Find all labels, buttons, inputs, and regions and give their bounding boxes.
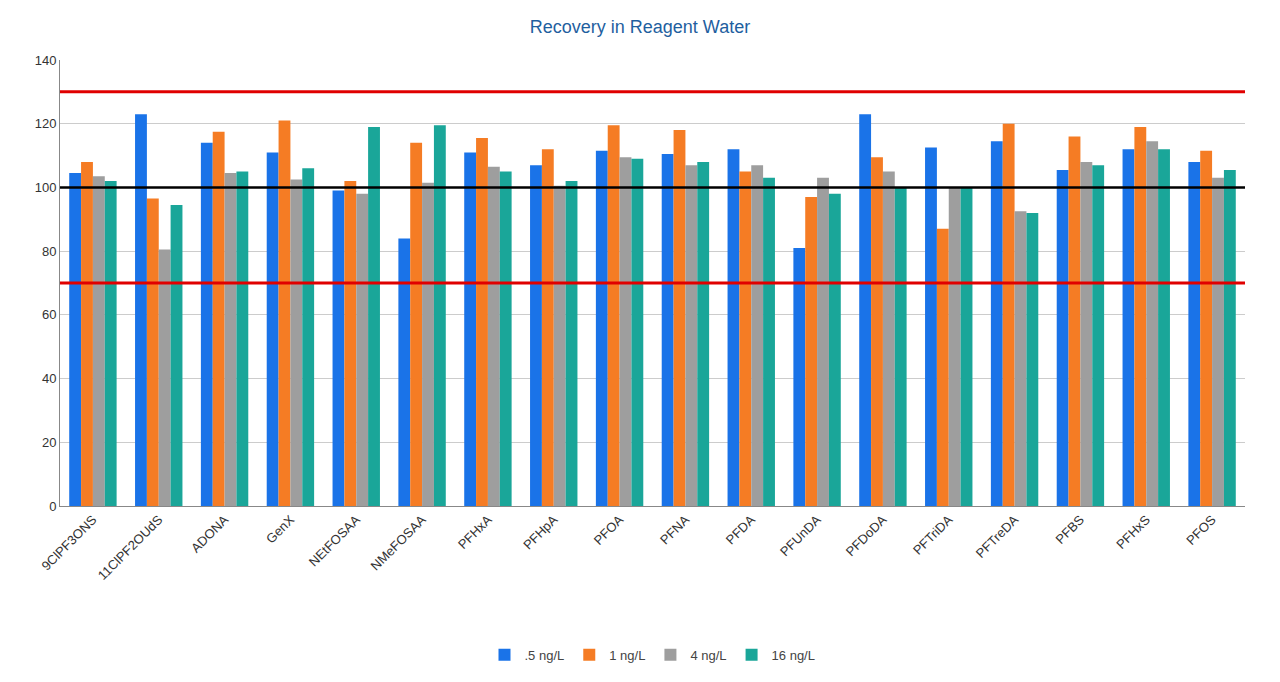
svg-text:GenX: GenX <box>263 512 297 546</box>
svg-text:ADONA: ADONA <box>188 512 232 556</box>
svg-text:NMeFOSAA: NMeFOSAA <box>368 512 429 573</box>
svg-text:PFHxA: PFHxA <box>455 512 495 552</box>
svg-text:Recovery in Reagent Water: Recovery in Reagent Water <box>530 17 750 37</box>
svg-text:100: 100 <box>35 180 57 195</box>
svg-text:0: 0 <box>49 499 56 514</box>
svg-text:1 ng/L: 1 ng/L <box>609 648 645 663</box>
svg-text:PFDA: PFDA <box>723 512 758 547</box>
svg-text:PFHpA: PFHpA <box>520 512 560 552</box>
svg-text:9ClPF3ONS: 9ClPF3ONS <box>38 512 99 573</box>
svg-text:PFOS: PFOS <box>1183 512 1219 548</box>
svg-text:PFTriDA: PFTriDA <box>910 512 956 558</box>
svg-text:11ClPF2OUdS: 11ClPF2OUdS <box>95 512 166 583</box>
svg-text:PFUnDA: PFUnDA <box>777 512 824 559</box>
svg-text:4 ng/L: 4 ng/L <box>690 648 726 663</box>
svg-text:PFNA: PFNA <box>657 512 692 547</box>
svg-text:140: 140 <box>35 53 57 68</box>
svg-text:20: 20 <box>42 435 56 450</box>
svg-text:PFTreDA: PFTreDA <box>973 512 1022 561</box>
svg-text:60: 60 <box>42 307 56 322</box>
svg-text:NEtFOSAA: NEtFOSAA <box>306 512 363 569</box>
svg-text:PFHxS: PFHxS <box>1113 512 1153 552</box>
svg-text:40: 40 <box>42 371 56 386</box>
svg-text:120: 120 <box>35 116 57 131</box>
svg-text:PFOA: PFOA <box>591 512 627 548</box>
svg-text:.5 ng/L: .5 ng/L <box>525 648 565 663</box>
svg-text:16 ng/L: 16 ng/L <box>772 648 815 663</box>
svg-text:PFDoDA: PFDoDA <box>843 512 890 559</box>
svg-text:80: 80 <box>42 244 56 259</box>
svg-text:PFBS: PFBS <box>1053 512 1088 547</box>
